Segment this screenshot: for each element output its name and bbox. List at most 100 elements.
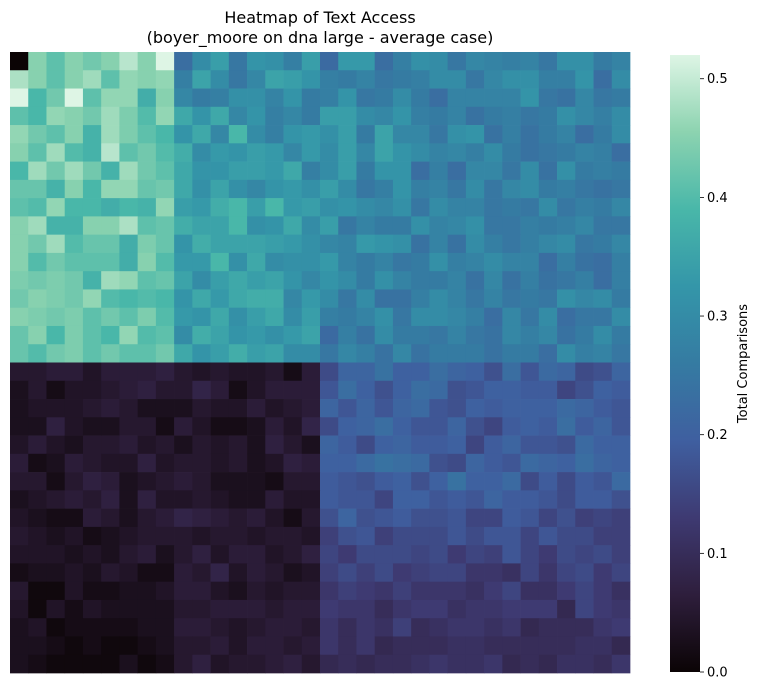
- heatmap-cell: [575, 88, 594, 108]
- heatmap-cell: [356, 380, 376, 400]
- heatmap-cell: [210, 417, 230, 436]
- heatmap-cell: [301, 344, 321, 363]
- heatmap-cell: [320, 161, 339, 181]
- heatmap-cell: [301, 125, 321, 144]
- heatmap-cell: [611, 654, 631, 674]
- heatmap-cell: [155, 618, 175, 637]
- heatmap-cell: [82, 52, 102, 71]
- heatmap-cell: [119, 234, 138, 254]
- heatmap-cell: [520, 344, 540, 363]
- heatmap-cell: [520, 143, 540, 162]
- heatmap-cell: [502, 252, 521, 272]
- heatmap-cell: [82, 88, 102, 108]
- heatmap-cell: [392, 216, 412, 235]
- heatmap-cell: [64, 453, 84, 473]
- heatmap-cell: [575, 179, 594, 199]
- heatmap-cell: [447, 654, 467, 674]
- heatmap-cell: [593, 563, 613, 583]
- heatmap-cell: [192, 216, 211, 235]
- heatmap-cell: [28, 289, 47, 309]
- heatmap-cell: [265, 654, 284, 674]
- heatmap-cell: [101, 599, 120, 619]
- heatmap-cell: [265, 344, 284, 363]
- heatmap-cell: [46, 271, 66, 290]
- colorbar: [670, 55, 700, 672]
- heatmap-cell: [101, 453, 120, 473]
- heatmap-cell: [356, 618, 376, 637]
- heatmap-cell: [465, 179, 485, 199]
- heatmap-cell: [247, 325, 266, 345]
- heatmap-cell: [101, 472, 120, 491]
- heatmap-cell: [520, 599, 540, 619]
- heatmap-cell: [538, 526, 558, 546]
- heatmap-cell: [502, 143, 521, 162]
- heatmap-cell: [192, 143, 211, 162]
- heatmap-cell: [155, 106, 175, 126]
- heatmap-cell: [502, 599, 521, 619]
- heatmap-cell: [320, 234, 339, 254]
- heatmap-cell: [484, 216, 503, 235]
- heatmap-cell: [210, 508, 230, 528]
- heatmap-cell: [28, 252, 47, 272]
- heatmap-cell: [575, 143, 594, 162]
- heatmap-cell: [392, 654, 412, 674]
- heatmap-cell: [137, 161, 157, 181]
- heatmap-cell: [64, 654, 84, 674]
- heatmap-cell: [192, 490, 211, 509]
- heatmap-cell: [447, 234, 467, 254]
- heatmap-cell: [247, 52, 266, 71]
- heatmap-cell: [484, 472, 503, 491]
- heatmap-cell: [82, 654, 102, 674]
- heatmap-cell: [538, 271, 558, 290]
- heatmap-cell: [119, 636, 138, 656]
- heatmap-cell: [155, 654, 175, 674]
- heatmap-cell: [265, 490, 284, 509]
- heatmap-cell: [155, 453, 175, 473]
- heatmap-cell: [301, 161, 321, 181]
- heatmap-cell: [174, 289, 193, 309]
- heatmap-cell: [374, 618, 394, 637]
- heatmap-cell: [228, 545, 248, 564]
- heatmap-cell: [447, 508, 467, 528]
- heatmap-cell: [484, 198, 503, 217]
- heatmap-cell: [557, 125, 576, 144]
- colorbar-tick-label: 0.3: [707, 310, 728, 325]
- heatmap-cell: [356, 325, 376, 345]
- heatmap-cell: [429, 216, 448, 235]
- heatmap-cell: [46, 490, 66, 509]
- heatmap-cell: [10, 161, 29, 181]
- heatmap-cell: [82, 599, 102, 619]
- heatmap-cell: [301, 399, 321, 418]
- heatmap-cell: [429, 307, 448, 327]
- heatmap-cell: [137, 490, 157, 509]
- heatmap-cell: [411, 234, 430, 254]
- heatmap-cell: [484, 70, 503, 89]
- heatmap-cell: [174, 216, 193, 235]
- heatmap-cell: [484, 618, 503, 637]
- heatmap-cell: [82, 472, 102, 491]
- heatmap-cell: [411, 545, 430, 564]
- heatmap-cell: [101, 344, 120, 363]
- heatmap-cell: [502, 417, 521, 436]
- heatmap-cell: [247, 307, 266, 327]
- heatmap-cell: [283, 526, 303, 546]
- heatmap-cell: [611, 435, 631, 455]
- heatmap-cell: [174, 362, 193, 382]
- heatmap-cell: [155, 179, 175, 199]
- heatmap-cell: [119, 618, 138, 637]
- heatmap-cell: [320, 179, 339, 199]
- heatmap-cell: [210, 198, 230, 217]
- heatmap-cell: [374, 399, 394, 418]
- heatmap-cell: [301, 545, 321, 564]
- heatmap-cell: [593, 417, 613, 436]
- heatmap-cell: [265, 453, 284, 473]
- heatmap-cell: [283, 490, 303, 509]
- heatmap-cell: [174, 636, 193, 656]
- heatmap-cell: [356, 636, 376, 656]
- heatmap-cell: [557, 216, 576, 235]
- heatmap-cell: [137, 106, 157, 126]
- heatmap-cell: [82, 216, 102, 235]
- heatmap-cell: [28, 271, 47, 290]
- heatmap-cell: [593, 125, 613, 144]
- heatmap-cell: [301, 289, 321, 309]
